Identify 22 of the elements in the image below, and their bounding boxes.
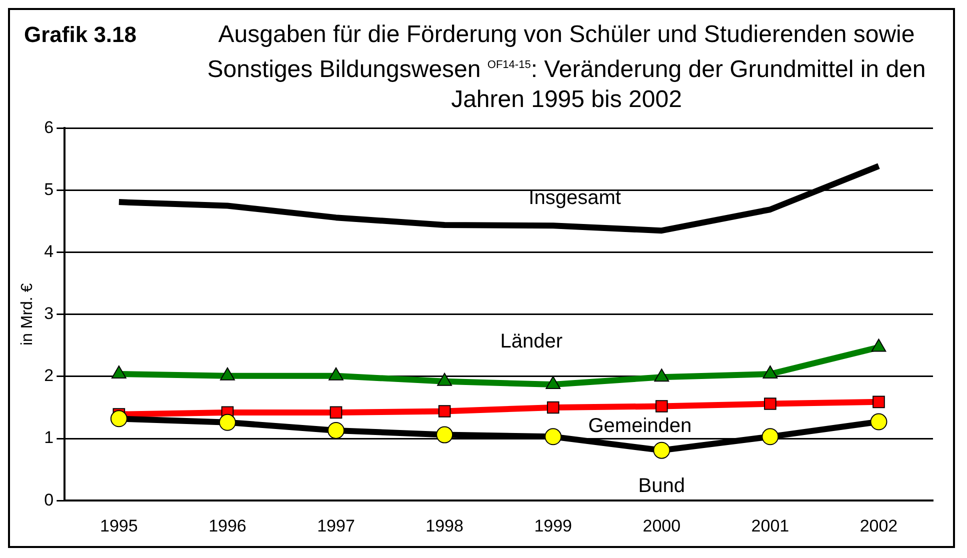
x-tick-label: 1997 bbox=[317, 516, 355, 536]
y-tick-label: 3 bbox=[44, 304, 54, 324]
x-tick-label: 1996 bbox=[208, 516, 246, 536]
x-tick-label: 2002 bbox=[860, 516, 898, 536]
x-tick-label: 1995 bbox=[100, 516, 138, 536]
series-label: Gemeinden bbox=[588, 415, 692, 438]
chart-title: Grafik 3.18 bbox=[24, 21, 138, 49]
y-tick-label: 4 bbox=[44, 242, 54, 262]
y-tick-label: 5 bbox=[44, 180, 54, 199]
y-tick-label: 6 bbox=[44, 118, 54, 137]
x-tick-label: 2000 bbox=[642, 516, 681, 536]
series-label: Insgesamt bbox=[528, 187, 622, 210]
y-axis-title: in Mrd. € bbox=[19, 283, 36, 346]
series-label: Bund bbox=[638, 474, 685, 497]
x-tick-label: 2001 bbox=[751, 516, 790, 536]
x-tick-label: 1999 bbox=[534, 516, 572, 536]
y-tick-label: 1 bbox=[44, 428, 54, 448]
x-tick-label: 1998 bbox=[426, 516, 464, 536]
series-label: Länder bbox=[500, 330, 563, 352]
y-tick-label: 2 bbox=[44, 366, 54, 386]
y-tick-label: 0 bbox=[44, 490, 54, 510]
chart-subtitle: Ausgaben für die Förderung von Schüler und Studierenden sowie Sonstiges Bildungswesen $^{OF14-15}$: Veränderung der Grundmittel in den Jahren 1995 bis 2002 bbox=[206, 20, 927, 115]
